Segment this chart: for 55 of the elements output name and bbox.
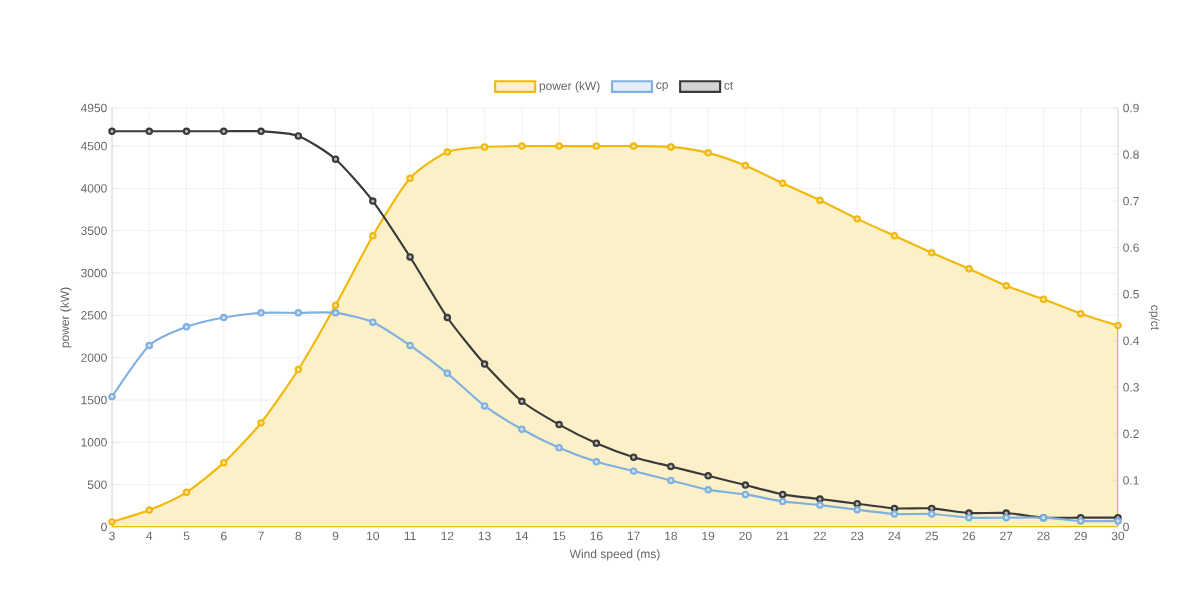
y-tick-label: 3000 [81,268,107,278]
y-tick-label: 1500 [81,395,107,405]
x-tick-label: 20 [739,531,752,541]
legend-label: power (kW) [539,81,600,93]
x-tick-label: 17 [627,531,640,540]
x-tick-label: 22 [813,531,826,541]
x-tick-label: 12 [441,531,454,541]
x-tick-label: 18 [665,531,678,541]
y2-tick-label: 0.9 [1123,103,1139,113]
x-axis-title: Wind speed (ms) [569,549,660,561]
x-tick-label: 27 [1000,531,1013,541]
x-tick-label: 19 [702,531,715,541]
y2-tick-label: 0.5 [1123,289,1139,299]
y2-tick-label: 0.7 [1123,196,1139,206]
x-tick-label: 5 [183,531,190,541]
x-tick-label: 28 [1037,531,1050,541]
legend-label: cp [656,82,668,92]
x-tick-label: 23 [851,531,864,541]
x-tick-label: 29 [1074,531,1087,541]
x-tick-label: 14 [516,531,529,540]
x-tick-label: 21 [776,531,789,541]
y2-tick-label: 0.2 [1123,429,1139,439]
x-tick-label: 25 [925,531,938,541]
x-tick-label: 4 [146,531,153,540]
x-tick-label: 9 [332,531,339,541]
x-tick-label: 30 [1111,531,1125,541]
y2-tick-label: 0.6 [1123,243,1139,252]
y2-tick-label: 0.4 [1123,336,1140,346]
y-axis-title: power (kW) [60,287,72,348]
x-tick-label: 24 [888,531,901,541]
x-tick-label: 10 [367,531,380,541]
legend-label: ct [724,81,734,90]
x-tick-label: 11 [404,531,416,540]
x-tick-label: 13 [478,531,491,541]
y-tick-label: 0 [101,522,107,532]
y-tick-label: 500 [87,480,107,489]
x-tick-label: 7 [258,531,264,540]
y-tick-label: 2500 [81,311,107,320]
y2-tick-label: 0.3 [1123,383,1139,392]
y-tick-label: 4950 [80,103,107,113]
y2-axis-title: cp/ct [1148,305,1160,331]
y-tick-label: 1000 [81,438,107,447]
y2-tick-label: 0.1 [1123,476,1139,485]
x-tick-label: 16 [590,531,603,541]
x-tick-label: 3 [109,531,115,541]
y-tick-label: 3500 [81,226,107,235]
x-tick-label: 6 [221,531,227,541]
x-tick-label: 26 [962,531,976,541]
x-tick-label: 8 [295,531,302,541]
y2-tick-label: 0.8 [1123,150,1139,159]
y-tick-label: 2000 [81,353,107,362]
y-tick-label: 4500 [80,141,107,151]
x-tick-label: 15 [553,531,566,541]
y-tick-label: 4000 [80,184,107,193]
y2-tick-label: 0 [1123,522,1129,532]
